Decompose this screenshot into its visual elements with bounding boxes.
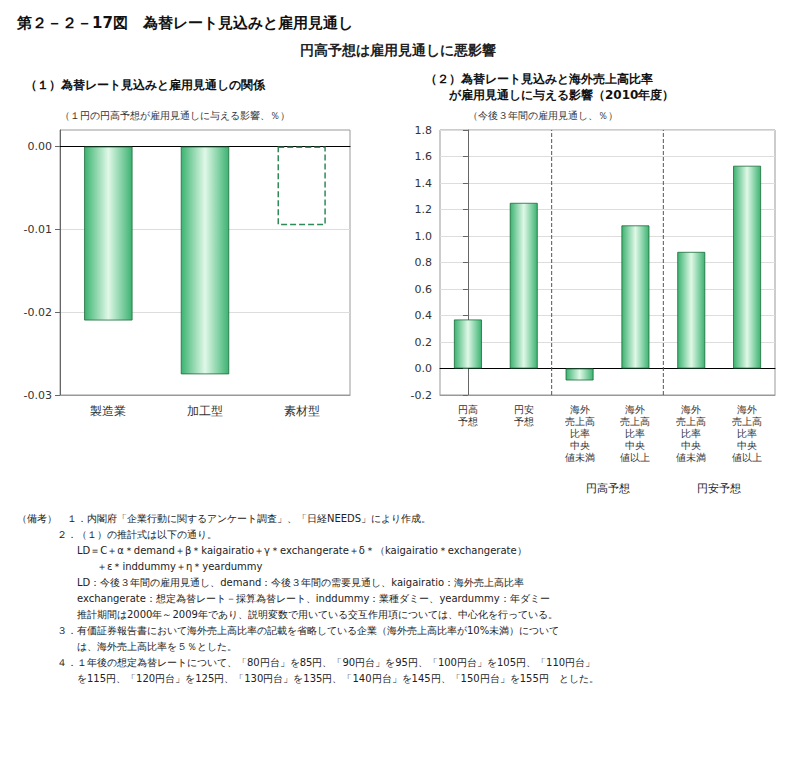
- svg-text:中央: 中央: [625, 440, 645, 451]
- svg-text:（１円の円高予想が雇用見通しに与える影響、％）: （１円の円高予想が雇用見通しに与える影響、％）: [60, 110, 290, 121]
- svg-text:２．（１）の推計式は以下の通り。: ２．（１）の推計式は以下の通り。: [17, 529, 217, 540]
- svg-text:が雇用見通しに与える影響（2010年度）: が雇用見通しに与える影響（2010年度）: [425, 88, 674, 102]
- svg-text:は、海外売上高比率を５％とした。: は、海外売上高比率を５％とした。: [17, 641, 237, 652]
- svg-text:1.4: 1.4: [415, 177, 433, 190]
- svg-text:３．有価証券報告書において海外売上高比率の記載を省略している: ３．有価証券報告書において海外売上高比率の記載を省略している企業（海外売上高比率…: [17, 625, 559, 636]
- svg-text:0.8: 0.8: [415, 256, 433, 269]
- svg-text:LD＝C＋α＊demand＋β＊kaigairatio＋γ＊: LD＝C＋α＊demand＋β＊kaigairatio＋γ＊exchangera…: [17, 545, 527, 556]
- svg-text:0.00: 0.00: [28, 140, 53, 153]
- svg-text:円安: 円安: [514, 404, 534, 415]
- svg-text:比率: 比率: [625, 428, 645, 439]
- svg-text:海外: 海外: [625, 404, 645, 415]
- svg-text:素材型: 素材型: [284, 404, 320, 418]
- svg-text:1.0: 1.0: [415, 230, 433, 243]
- svg-text:を115円、「120円台」を125円、「130円台」を135: を115円、「120円台」を125円、「130円台」を135円、「140円台」を…: [17, 673, 599, 684]
- svg-text:加工型: 加工型: [187, 404, 223, 418]
- svg-text:（備考） １．内閣府「企業行動に関するアンケート調査」、「日: （備考） １．内閣府「企業行動に関するアンケート調査」、「日経NEEDS」により…: [17, 513, 431, 524]
- svg-text:円高: 円高: [458, 404, 478, 415]
- svg-text:海外: 海外: [570, 404, 590, 415]
- svg-text:比率: 比率: [570, 428, 590, 439]
- svg-text:値以上: 値以上: [732, 452, 762, 463]
- svg-text:-0.01: -0.01: [24, 223, 52, 236]
- svg-text:0.0: 0.0: [415, 362, 433, 375]
- svg-text:第２－２－17図 為替レート見込みと雇用見通し: 第２－２－17図 為替レート見込みと雇用見通し: [16, 14, 353, 32]
- svg-text:1.8: 1.8: [415, 124, 433, 137]
- svg-text:-0.2: -0.2: [411, 389, 432, 402]
- svg-text:（２）為替レート見込みと海外売上高比率: （２）為替レート見込みと海外売上高比率: [425, 72, 653, 86]
- svg-text:-0.02: -0.02: [24, 306, 52, 319]
- svg-text:中央: 中央: [681, 440, 701, 451]
- svg-text:円安予想: 円安予想: [697, 482, 741, 495]
- svg-text:exchangerate：想定為替レート－採算為替レート、i: exchangerate：想定為替レート－採算為替レート、inddummy：業種…: [17, 593, 550, 604]
- svg-text:推計期間は2000年～2009年であり、説明変数で用いている: 推計期間は2000年～2009年であり、説明変数で用いている交互作用項については…: [17, 609, 558, 620]
- svg-text:（今後３年間の雇用見通し、％）: （今後３年間の雇用見通し、％）: [468, 110, 618, 121]
- svg-text:４．１年後の想定為替レートについて、「80円台」を85円、「: ４．１年後の想定為替レートについて、「80円台」を85円、「90円台」を95円、…: [17, 657, 595, 668]
- svg-text:中央: 中央: [570, 440, 590, 451]
- svg-text:円高予想は雇用見通しに悪影響: 円高予想は雇用見通しに悪影響: [300, 42, 496, 58]
- svg-text:-0.03: -0.03: [24, 389, 52, 402]
- svg-text:売上高: 売上高: [620, 416, 650, 427]
- svg-text:（１）為替レート見込みと雇用見通しの関係: （１）為替レート見込みと雇用見通しの関係: [25, 78, 266, 92]
- svg-text:値未満: 値未満: [565, 452, 595, 463]
- svg-text:比率: 比率: [737, 428, 757, 439]
- svg-text:値以上: 値以上: [620, 452, 650, 463]
- svg-text:＋ε＊inddummy＋η＊yeardummy: ＋ε＊inddummy＋η＊yeardummy: [17, 561, 263, 572]
- svg-text:0.4: 0.4: [415, 309, 433, 322]
- svg-text:LD：今後３年間の雇用見通し、demand：今後３年間の需要: LD：今後３年間の雇用見通し、demand：今後３年間の需要見通し、kaigai…: [17, 577, 524, 588]
- svg-text:売上高: 売上高: [565, 416, 595, 427]
- svg-text:1.2: 1.2: [415, 203, 433, 216]
- svg-text:円高予想: 円高予想: [586, 482, 630, 495]
- svg-text:予想: 予想: [458, 416, 478, 427]
- svg-text:中央: 中央: [737, 440, 757, 451]
- svg-text:売上高: 売上高: [732, 416, 762, 427]
- svg-text:0.2: 0.2: [415, 336, 433, 349]
- svg-text:値未満: 値未満: [676, 452, 706, 463]
- svg-text:製造業: 製造業: [90, 404, 126, 418]
- svg-text:1.6: 1.6: [415, 150, 433, 163]
- svg-text:比率: 比率: [681, 428, 701, 439]
- svg-text:0.6: 0.6: [415, 283, 433, 296]
- svg-text:予想: 予想: [514, 416, 534, 427]
- svg-text:海外: 海外: [681, 404, 701, 415]
- svg-text:海外: 海外: [737, 404, 757, 415]
- svg-text:売上高: 売上高: [676, 416, 706, 427]
